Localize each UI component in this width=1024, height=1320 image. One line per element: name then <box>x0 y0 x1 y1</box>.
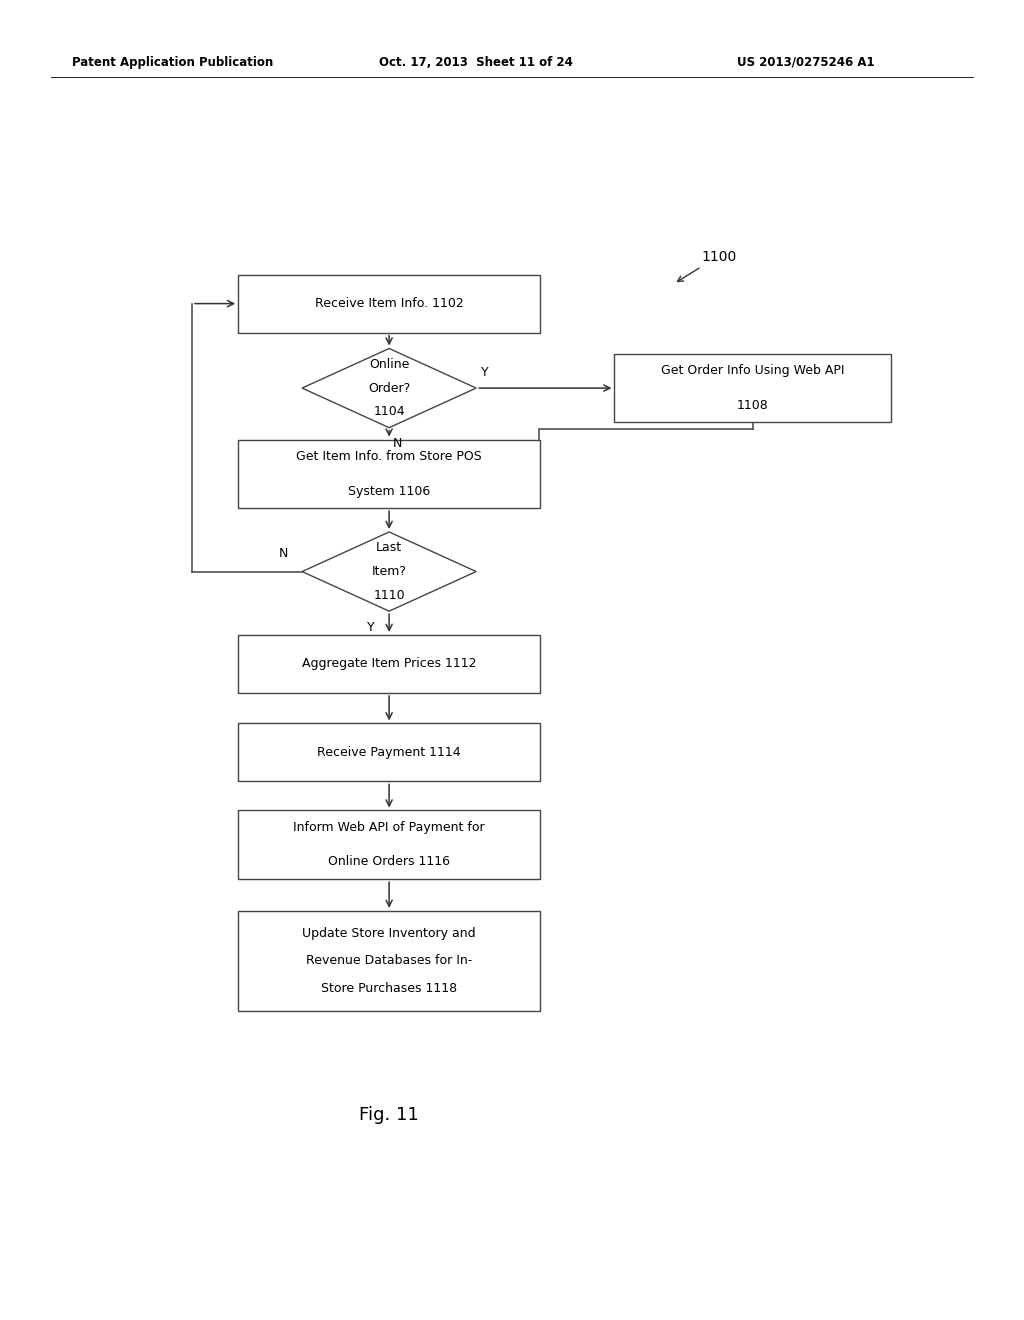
Text: 1108: 1108 <box>736 399 769 412</box>
FancyBboxPatch shape <box>238 810 541 879</box>
Text: US 2013/0275246 A1: US 2013/0275246 A1 <box>737 55 874 69</box>
Text: Patent Application Publication: Patent Application Publication <box>72 55 273 69</box>
Text: 1100: 1100 <box>701 251 736 264</box>
Text: Online Orders 1116: Online Orders 1116 <box>328 855 451 869</box>
FancyBboxPatch shape <box>238 440 541 508</box>
Text: N: N <box>279 546 289 560</box>
Text: Inform Web API of Payment for: Inform Web API of Payment for <box>293 821 485 834</box>
Text: Update Store Inventory and: Update Store Inventory and <box>302 928 476 940</box>
FancyBboxPatch shape <box>614 354 891 422</box>
Text: 1104: 1104 <box>374 405 404 418</box>
Text: Oct. 17, 2013  Sheet 11 of 24: Oct. 17, 2013 Sheet 11 of 24 <box>379 55 572 69</box>
Text: Get Order Info Using Web API: Get Order Info Using Web API <box>660 364 845 378</box>
Text: Fig. 11: Fig. 11 <box>359 1106 419 1125</box>
FancyBboxPatch shape <box>238 911 541 1011</box>
Text: N: N <box>392 437 402 450</box>
Text: Store Purchases 1118: Store Purchases 1118 <box>322 982 457 994</box>
Text: Item?: Item? <box>372 565 407 578</box>
Text: Aggregate Item Prices 1112: Aggregate Item Prices 1112 <box>302 657 476 671</box>
Polygon shape <box>302 348 476 428</box>
Text: Y: Y <box>367 620 375 634</box>
Text: Receive Item Info. 1102: Receive Item Info. 1102 <box>314 297 464 310</box>
Text: Online: Online <box>369 358 410 371</box>
Text: Receive Payment 1114: Receive Payment 1114 <box>317 746 461 759</box>
FancyBboxPatch shape <box>238 275 541 333</box>
Text: System 1106: System 1106 <box>348 484 430 498</box>
FancyBboxPatch shape <box>238 635 541 693</box>
Text: Last: Last <box>376 541 402 554</box>
Text: Y: Y <box>480 366 488 379</box>
FancyBboxPatch shape <box>238 723 541 781</box>
Text: 1110: 1110 <box>374 589 404 602</box>
Text: Revenue Databases for In-: Revenue Databases for In- <box>306 954 472 968</box>
Text: Get Item Info. from Store POS: Get Item Info. from Store POS <box>296 450 482 463</box>
Text: Order?: Order? <box>368 381 411 395</box>
Polygon shape <box>302 532 476 611</box>
